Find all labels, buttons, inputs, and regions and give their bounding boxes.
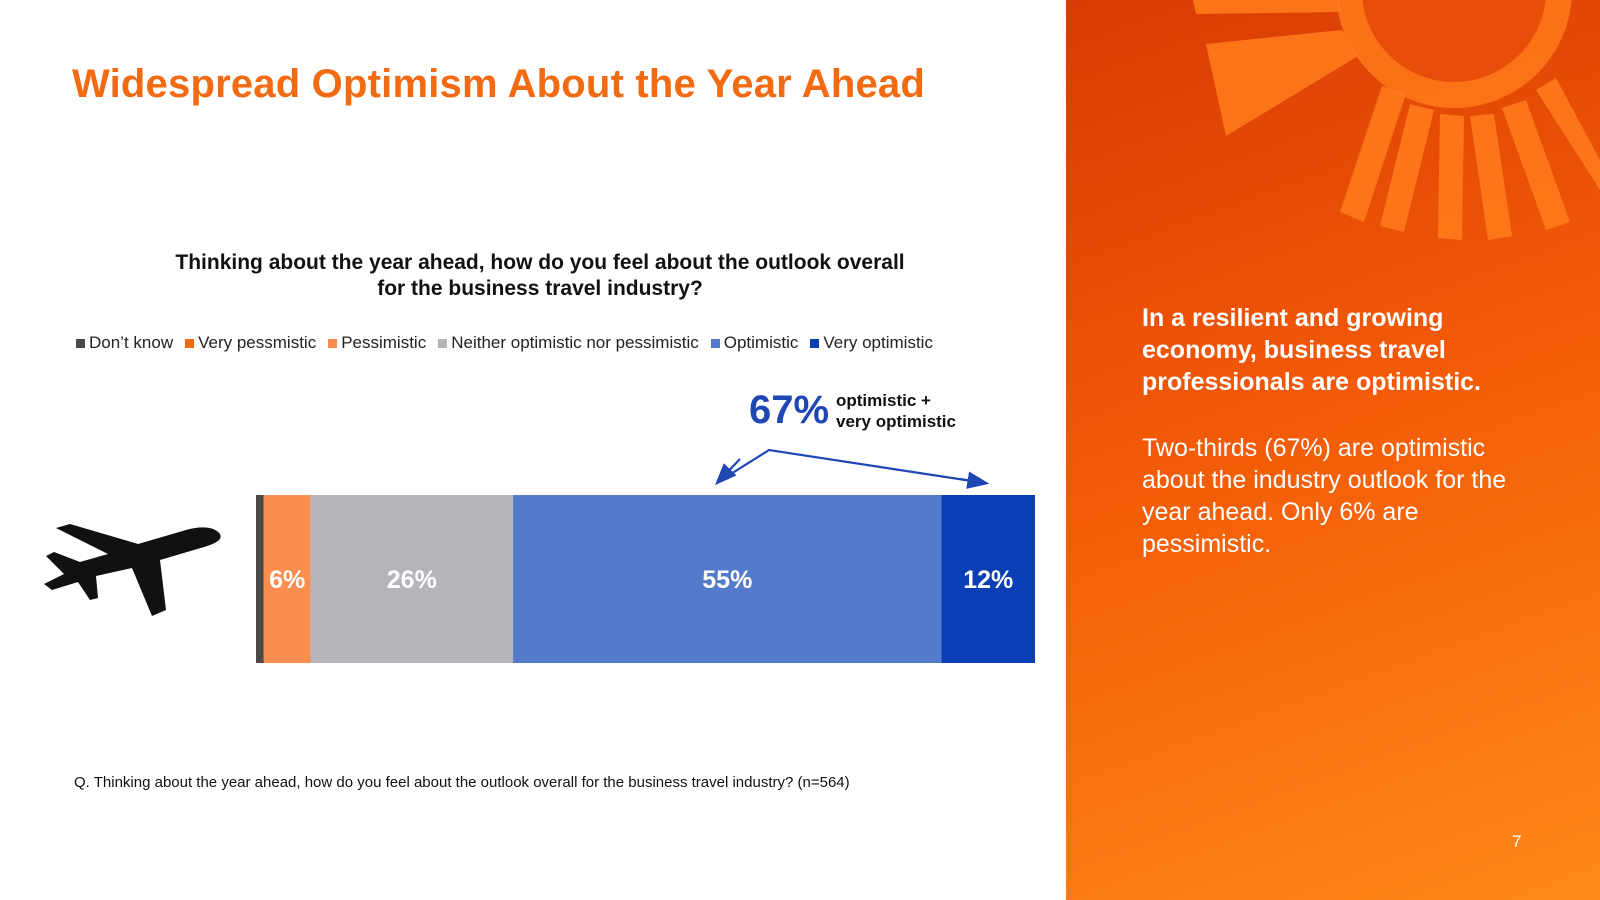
callout-arrow-right [959, 471, 990, 489]
legend-item: Very pessmistic [185, 333, 316, 353]
chart-title: Thinking about the year ahead, how do yo… [60, 250, 1020, 302]
footnote: Q. Thinking about the year ahead, how do… [74, 774, 850, 791]
chart-title-line-2: for the business travel industry? [377, 277, 703, 300]
legend-item: Neither optimistic nor pessimistic [438, 333, 699, 353]
legend-swatch [185, 338, 195, 348]
callout-label-line-1: optimistic + [836, 391, 931, 410]
legend-label: Very pessmistic [198, 333, 317, 352]
bar-data-label: 55% [702, 566, 752, 594]
bar-segment [513, 495, 942, 663]
legend-item: Optimistic [710, 333, 799, 353]
sun-rays-icon [1192, 0, 1600, 240]
airplane-icon [44, 524, 221, 616]
callout-value: 67% [749, 388, 830, 432]
legend-swatch [438, 338, 448, 348]
legend-label: Very optimistic [823, 333, 933, 352]
bar-segment [256, 495, 264, 663]
callout-arrow-left [714, 458, 741, 486]
page-number: 7 [1512, 832, 1522, 851]
legend-swatch [328, 338, 338, 348]
side-body: Two-thirds (67%) are optimistic about th… [1142, 434, 1507, 558]
legend-item: Very optimistic [810, 333, 933, 353]
bar-data-label: 26% [387, 566, 437, 594]
bar-segments: 6% 26% 55% 12% [256, 495, 1035, 663]
chart-title-line-1: Thinking about the year ahead, how do yo… [175, 251, 905, 274]
legend-label: Optimistic [723, 333, 799, 352]
legend-label: Don’t know [89, 333, 174, 352]
legend-label: Pessimistic [341, 333, 427, 352]
legend-item: Pessimistic [328, 333, 426, 353]
legend-swatch [810, 338, 820, 348]
bar-segment [310, 495, 514, 663]
bar-segment [263, 495, 311, 663]
legend-label: Neither optimistic nor pessimistic [451, 333, 699, 352]
callout-bracket-arrow [717, 448, 986, 485]
side-panel: In a resilient and growing economy, busi… [1066, 0, 1600, 900]
bar-data-label: 6% [269, 566, 305, 594]
legend-item: Don’t know [76, 333, 173, 353]
slide-title: Widespread Optimism About the Year Ahead [72, 62, 925, 106]
callout-label: optimistic + very optimistic [836, 390, 956, 432]
legend-swatch [710, 338, 720, 348]
side-heading: In a resilient and growing economy, busi… [1142, 304, 1481, 396]
legend-swatch [76, 338, 85, 348]
chart-legend: Don’t know Very pessmistic Pessimistic Neit… [76, 333, 933, 353]
stacked-bar-chart: 6% 26% 55% 12% [256, 448, 1035, 663]
bar-segment [941, 495, 1035, 663]
callout-label-line-2: very optimistic [836, 412, 956, 431]
bar-data-label: 12% [963, 566, 1013, 594]
